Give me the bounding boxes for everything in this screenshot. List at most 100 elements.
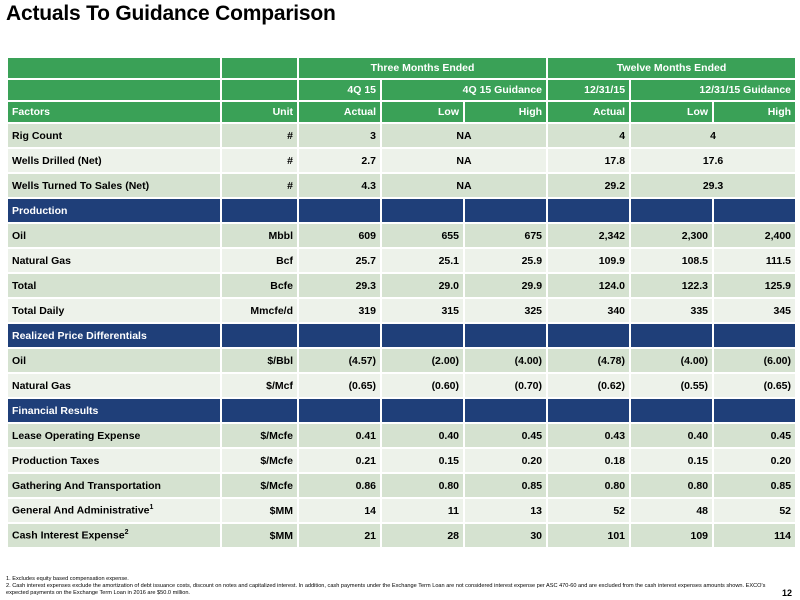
section-cell [465, 324, 547, 347]
section-cell [222, 199, 297, 222]
row-fy-low: 48 [631, 499, 713, 522]
row-q-actual: 3 [299, 124, 380, 147]
row-unit: $/Mcfe [222, 449, 297, 472]
section-header-production: Production [8, 199, 796, 222]
row-unit: Mmcfe/d [222, 299, 297, 322]
table-row: Oil $/Bbl (4.57) (2.00) (4.00) (4.78) (4.00) (6… [8, 349, 796, 372]
row-fy-actual: 0.43 [548, 424, 630, 447]
header-q-actual: Actual [299, 102, 380, 122]
row-factor: Natural Gas [8, 374, 220, 397]
row-fy-actual: (0.62) [548, 374, 630, 397]
section-cell [299, 324, 380, 347]
row-fy-high: 52 [714, 499, 796, 522]
row-fy-low: 122.3 [631, 274, 713, 297]
header-q-low: Low [382, 102, 463, 122]
footnote-2: 2. Cash interest expenses exclude the am… [6, 583, 766, 596]
row-factor-label: Total [12, 279, 37, 292]
header-row-subperiod: 4Q 15 4Q 15 Guidance 12/31/15 12/31/15 G… [8, 80, 796, 100]
row-q-low: 315 [382, 299, 463, 322]
row-fy-actual: 29.2 [548, 174, 630, 197]
row-factor-label: Natural Gas [12, 254, 71, 267]
section-cell [548, 399, 630, 422]
section-title: Production [8, 199, 220, 222]
row-fy-high: 125.9 [714, 274, 796, 297]
row-factor-label: Production Taxes [12, 454, 100, 467]
row-fy-low: 108.5 [631, 249, 713, 272]
section-cell [631, 199, 713, 222]
row-unit: # [222, 174, 297, 197]
row-fy-guidance: 4 [631, 124, 796, 147]
row-q-high: 325 [465, 299, 547, 322]
row-q-guidance: NA [382, 174, 547, 197]
row-fy-low: 335 [631, 299, 713, 322]
row-q-low: 0.80 [382, 474, 463, 497]
row-q-low: 29.0 [382, 274, 463, 297]
row-factor: Oil [8, 349, 220, 372]
row-fy-high: 0.45 [714, 424, 796, 447]
row-unit: $/Mcfe [222, 424, 297, 447]
section-cell [548, 324, 630, 347]
section-title: Realized Price Differentials [8, 324, 220, 347]
section-cell [299, 199, 380, 222]
header-blank [222, 80, 297, 100]
row-factor: General And Administrative1 [8, 499, 220, 522]
header-factors: Factors [8, 102, 220, 122]
row-fy-low: (0.55) [631, 374, 713, 397]
section-cell [222, 399, 297, 422]
row-q-actual: 0.41 [299, 424, 380, 447]
table-row: Total Bcfe 29.3 29.0 29.9 124.0 122.3 125.9 [8, 274, 796, 297]
row-fy-low: 2,300 [631, 224, 713, 247]
footnotes: 1. Excludes equity based compensation ex… [6, 576, 776, 597]
header-fy-high: High [714, 102, 796, 122]
row-factor-label: Oil [12, 354, 27, 367]
header-fy-actual: Actual [548, 102, 630, 122]
row-unit: # [222, 149, 297, 172]
table-row: Oil Mbbl 609 655 675 2,342 2,300 2,400 [8, 224, 796, 247]
row-q-low: 655 [382, 224, 463, 247]
section-cell [465, 399, 547, 422]
row-q-low: 0.15 [382, 449, 463, 472]
section-cell [714, 399, 796, 422]
row-q-actual: (0.65) [299, 374, 380, 397]
table-row: Gathering And Transportation $/Mcfe 0.86 0.… [8, 474, 796, 497]
row-q-actual: 609 [299, 224, 380, 247]
section-cell [714, 199, 796, 222]
footnote-marker: 1 [149, 504, 154, 512]
header-blank [222, 58, 297, 78]
table-row: Production Taxes $/Mcfe 0.21 0.15 0.20 0.18 0.… [8, 449, 796, 472]
row-unit: $/Mcfe [222, 474, 297, 497]
row-factor-label: Cash Interest Expense [12, 529, 125, 542]
table-row: Natural Gas $/Mcf (0.65) (0.60) (0.70) (0.62)… [8, 374, 796, 397]
row-factor-label: General And Administrative [12, 504, 150, 517]
table-row: Lease Operating Expense $/Mcfe 0.41 0.40 0.4… [8, 424, 796, 447]
section-cell [382, 199, 463, 222]
row-fy-high: 2,400 [714, 224, 796, 247]
guidance-table: Three Months Ended Twelve Months Ended 4… [6, 56, 797, 549]
row-factor: Total Daily [8, 299, 220, 322]
row-q-low: (0.60) [382, 374, 463, 397]
header-blank [8, 58, 220, 78]
row-fy-high: (0.65) [714, 374, 796, 397]
table-row: General And Administrative1 $MM 14 11 13 52 48… [8, 499, 796, 522]
section-header-price-differentials: Realized Price Differentials [8, 324, 796, 347]
row-fy-high: 345 [714, 299, 796, 322]
header-q4-15: 4Q 15 [299, 80, 380, 100]
header-fy-low: Low [631, 102, 713, 122]
row-fy-high: (6.00) [714, 349, 796, 372]
row-fy-high: 0.20 [714, 449, 796, 472]
row-fy-actual: 0.18 [548, 449, 630, 472]
row-fy-actual: 109.9 [548, 249, 630, 272]
row-fy-actual: 0.80 [548, 474, 630, 497]
row-q-actual: 0.21 [299, 449, 380, 472]
row-q-actual: 14 [299, 499, 380, 522]
row-factor: Gathering And Transportation [8, 474, 220, 497]
header-q-high: High [465, 102, 547, 122]
row-factor-label: Gathering And Transportation [12, 479, 161, 492]
row-factor: Wells Drilled (Net) [8, 149, 220, 172]
row-unit: Bcfe [222, 274, 297, 297]
row-unit: Mbbl [222, 224, 297, 247]
section-cell [382, 399, 463, 422]
row-fy-actual: 124.0 [548, 274, 630, 297]
row-fy-low: 0.80 [631, 474, 713, 497]
row-q-guidance: NA [382, 149, 547, 172]
